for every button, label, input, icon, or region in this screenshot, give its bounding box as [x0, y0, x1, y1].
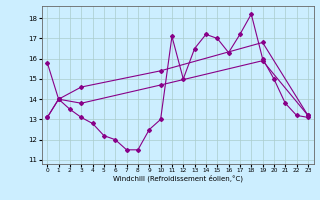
X-axis label: Windchill (Refroidissement éolien,°C): Windchill (Refroidissement éolien,°C) — [113, 175, 243, 182]
